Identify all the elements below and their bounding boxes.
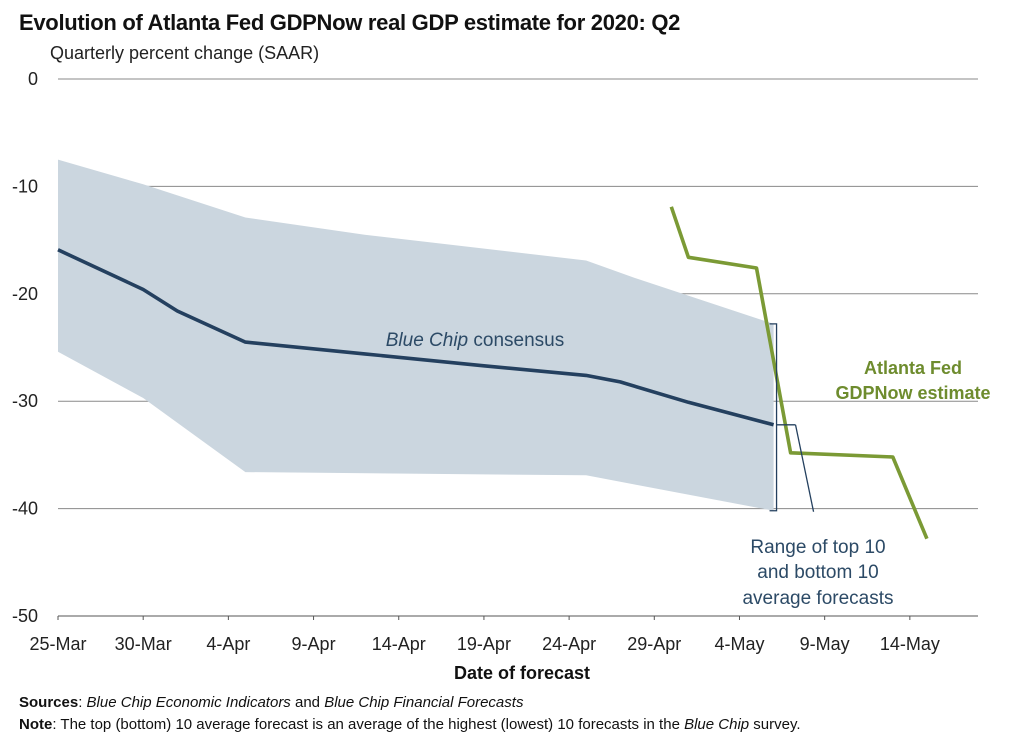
range-label-line3: average forecasts — [742, 588, 893, 609]
range-label-line1: Range of top 10 — [750, 537, 885, 558]
x-tick-label: 4-Apr — [206, 634, 250, 654]
x-tick-label: 14-Apr — [372, 634, 426, 654]
chart-title: Evolution of Atlanta Fed GDPNow real GDP… — [19, 10, 681, 35]
x-tick-label: 24-Apr — [542, 634, 596, 654]
gdpnow-label-line2: GDPNow estimate — [835, 383, 990, 403]
x-axis-title: Date of forecast — [454, 663, 590, 683]
note-label: Note — [19, 716, 53, 733]
sources-and: and — [290, 694, 325, 711]
x-tick-label: 19-Apr — [457, 634, 511, 654]
x-tick-label: 9-May — [800, 634, 850, 654]
x-tick-label: 25-Mar — [29, 634, 86, 654]
note-italic: Blue Chip — [684, 716, 750, 733]
x-tick-label: 9-Apr — [292, 634, 336, 654]
blue-chip-consensus-line — [57, 248, 775, 427]
forecast-range-band — [58, 159, 774, 511]
y-tick-label: -50 — [12, 606, 38, 626]
consensus-label-rest: consensus — [468, 330, 564, 351]
note-line: Note: The top (bottom) 10 average foreca… — [19, 716, 801, 733]
range-bracket — [769, 323, 796, 512]
sources-line: Sources: Blue Chip Economic Indicators a… — [19, 694, 523, 711]
gdpnow-label-line1: Atlanta Fed — [864, 358, 962, 378]
sources-publication-2: Blue Chip Financial Forecasts — [324, 694, 524, 711]
y-tick-label: -10 — [12, 176, 38, 196]
y-tick-label: -20 — [12, 284, 38, 304]
y-tick-label: -30 — [12, 391, 38, 411]
x-tick-label: 14-May — [880, 634, 940, 654]
sources-label: Sources — [19, 694, 79, 711]
y-axis-tick-labels: 0 -10 -20 -30 -40 -50 — [12, 69, 38, 626]
sources-sep: : — [78, 694, 87, 711]
range-leader-line — [794, 424, 815, 512]
note-text-a: : The top (bottom) 10 average forecast i… — [52, 716, 685, 733]
gdpnow-estimate-line — [669, 206, 929, 540]
x-tick-label: 29-Apr — [627, 634, 681, 654]
note-text-b: survey. — [749, 716, 801, 733]
sources-publication-1: Blue Chip Economic Indicators — [86, 694, 291, 711]
range-label-line2: and bottom 10 — [757, 562, 878, 583]
chart-subtitle: Quarterly percent change (SAAR) — [50, 43, 320, 63]
consensus-label: Blue Chip consensus — [386, 330, 565, 351]
y-tick-label: 0 — [28, 69, 38, 89]
consensus-label-italic: Blue Chip — [386, 330, 468, 351]
x-axis-tick-labels: 25-Mar 30-Mar 4-Apr 9-Apr 14-Apr 19-Apr 24-Apr… — [29, 634, 939, 654]
gridlines — [57, 78, 978, 620]
x-tick-label: 4-May — [714, 634, 764, 654]
x-tick-label: 30-Mar — [115, 634, 172, 654]
y-tick-label: -40 — [12, 499, 38, 519]
